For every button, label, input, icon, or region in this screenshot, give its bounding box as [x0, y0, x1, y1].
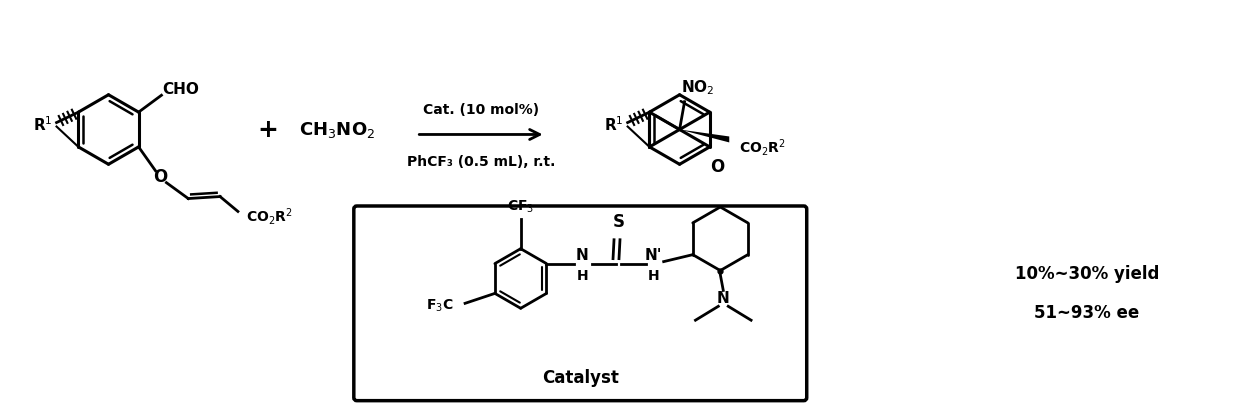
Text: H: H	[577, 269, 588, 283]
Text: +: +	[257, 117, 278, 142]
Text: R$^1$: R$^1$	[32, 115, 52, 134]
Text: CO$_2$R$^2$: CO$_2$R$^2$	[247, 206, 293, 227]
Text: O: O	[711, 158, 724, 176]
Polygon shape	[680, 130, 729, 142]
Text: PhCF₃ (0.5 mL), r.t.: PhCF₃ (0.5 mL), r.t.	[407, 155, 556, 169]
Text: R$^1$: R$^1$	[604, 115, 624, 134]
Text: NO$_2$: NO$_2$	[681, 79, 714, 97]
Text: CH$_3$NO$_2$: CH$_3$NO$_2$	[299, 119, 374, 139]
Text: 51~93% ee: 51~93% ee	[1034, 304, 1140, 322]
Text: O: O	[154, 168, 167, 186]
Text: Cat. (10 mol%): Cat. (10 mol%)	[423, 103, 539, 117]
Text: S: S	[613, 213, 625, 231]
Text: N: N	[717, 291, 729, 306]
Text: CF$_3$: CF$_3$	[507, 199, 534, 215]
Text: CO$_2$R$^2$: CO$_2$R$^2$	[739, 137, 785, 158]
Text: H: H	[649, 269, 660, 283]
FancyBboxPatch shape	[353, 206, 807, 401]
Text: Catalyst: Catalyst	[542, 369, 619, 387]
Text: F$_3$C: F$_3$C	[427, 297, 454, 314]
Text: N': N'	[645, 248, 662, 263]
Text: 10%~30% yield: 10%~30% yield	[1014, 265, 1159, 283]
Text: N: N	[575, 248, 589, 263]
Text: CHO: CHO	[162, 82, 198, 97]
